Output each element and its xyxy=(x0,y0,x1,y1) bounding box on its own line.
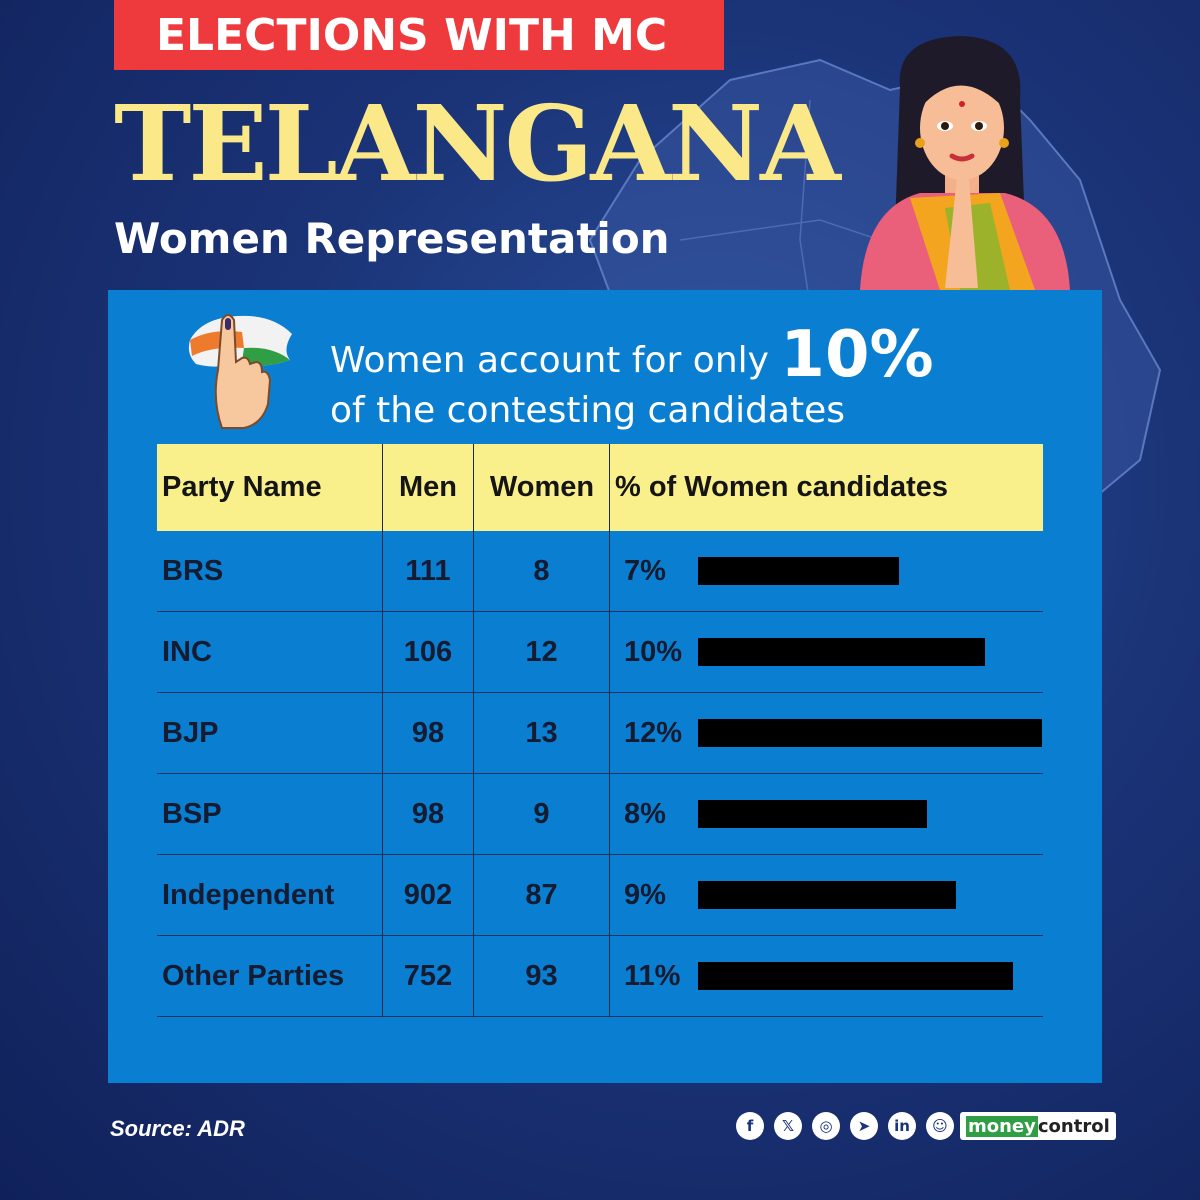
women-count-cell: 8 xyxy=(533,554,550,587)
column-header-party: Party Name xyxy=(162,471,322,503)
table-header: Party Name Men Women % of Women candidat… xyxy=(157,444,1043,531)
linkedin-icon[interactable]: in xyxy=(888,1112,916,1140)
pct-label-cell: 12% xyxy=(624,716,683,749)
women-count-cell: 93 xyxy=(525,959,558,992)
men-count-cell: 752 xyxy=(403,959,453,992)
party-name-cell: Independent xyxy=(162,878,335,911)
source-note: Source: ADR xyxy=(110,1116,245,1141)
men-count-cell: 902 xyxy=(403,878,453,911)
x-icon[interactable]: 𝕏 xyxy=(774,1112,802,1140)
column-divider xyxy=(609,444,610,1016)
pct-bar xyxy=(698,638,985,666)
row-divider xyxy=(157,854,1043,855)
men-count-cell: 106 xyxy=(403,635,453,668)
brand-logo[interactable]: money control xyxy=(960,1112,1116,1140)
men-count-cell: 98 xyxy=(411,797,445,830)
headline-prefix: Women account for only xyxy=(330,340,769,381)
party-name-cell: BSP xyxy=(162,797,222,830)
social-links: f 𝕏 ◎ ➤ in ☺ xyxy=(736,1112,954,1140)
pct-bar xyxy=(698,719,1042,747)
men-count-cell: 98 xyxy=(411,716,445,749)
women-count-cell: 12 xyxy=(525,635,558,668)
series-banner: ELECTIONS WITH MC xyxy=(114,0,724,70)
women-count-cell: 13 xyxy=(525,716,558,749)
pct-label-cell: 9% xyxy=(624,878,666,911)
pct-bar xyxy=(698,881,956,909)
column-divider xyxy=(382,444,383,1016)
page-subtitle: Women Representation xyxy=(114,214,670,263)
row-divider xyxy=(157,935,1043,936)
voting-hand-icon xyxy=(188,314,292,429)
banner-text: ELECTIONS WITH MC xyxy=(156,9,668,61)
pct-label-cell: 8% xyxy=(624,797,666,830)
column-header-pct: % of Women candidates xyxy=(615,471,949,503)
party-name-cell: BRS xyxy=(162,554,224,587)
row-divider xyxy=(157,692,1043,693)
women-count-cell: 9 xyxy=(533,797,550,830)
column-header-men: Men xyxy=(399,471,457,503)
party-name-cell: Other Parties xyxy=(162,959,345,992)
brand-part1: money xyxy=(966,1115,1038,1137)
headline: Women account for only 10% of the contes… xyxy=(330,323,1050,436)
telegram-icon[interactable]: ➤ xyxy=(850,1112,878,1140)
men-count-cell: 111 xyxy=(405,554,451,587)
content-panel xyxy=(108,290,1102,1083)
column-divider xyxy=(473,444,474,1016)
pct-bar xyxy=(698,557,899,585)
woman-illustration xyxy=(860,36,1070,290)
pct-label-cell: 7% xyxy=(624,554,666,587)
instagram-icon[interactable]: ◎ xyxy=(812,1112,840,1140)
party-name-cell: BJP xyxy=(162,716,219,749)
row-divider xyxy=(157,1016,1043,1017)
row-divider xyxy=(157,611,1043,612)
pct-bar xyxy=(698,800,927,828)
row-divider xyxy=(157,773,1043,774)
headline-suffix: of the contesting candidates xyxy=(330,390,846,431)
column-header-women: Women xyxy=(489,471,595,503)
party-name-cell: INC xyxy=(162,635,212,668)
women-count-cell: 87 xyxy=(525,878,558,911)
snapchat-icon[interactable]: ☺ xyxy=(926,1112,954,1140)
facebook-icon[interactable]: f xyxy=(736,1112,764,1140)
pct-label-cell: 10% xyxy=(624,635,683,668)
page-title: TELANGANA xyxy=(114,82,841,205)
headline-highlight: 10% xyxy=(780,318,934,392)
brand-part2: control xyxy=(1037,1115,1110,1137)
pct-bar xyxy=(698,962,1013,990)
pct-label-cell: 11% xyxy=(624,959,681,992)
